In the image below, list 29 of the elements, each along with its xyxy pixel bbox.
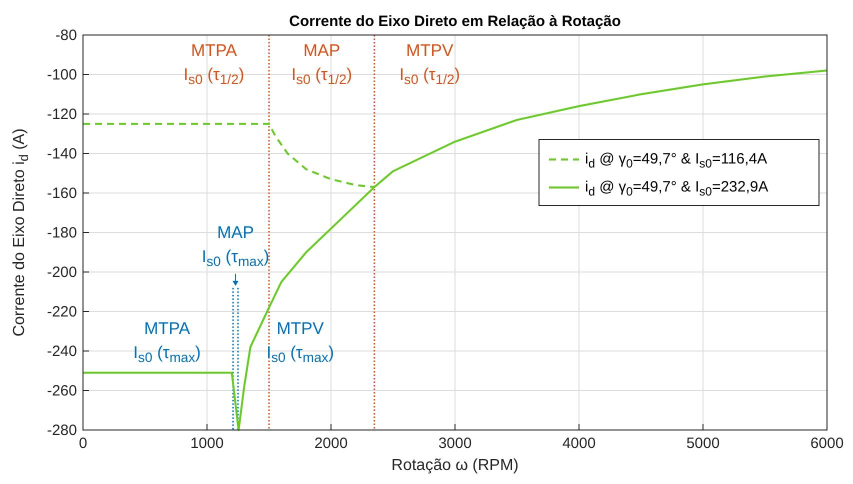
x-tick-label: 0 (78, 435, 88, 452)
x-tick-label: 6000 (810, 435, 844, 452)
annotation: MAP I$_{s0}$ (τ$_{max}$) (202, 222, 270, 270)
y-tick-label: -80 (55, 27, 77, 44)
line-series (82, 70, 828, 431)
x-tick-label: 2000 (314, 435, 348, 452)
y-tick-label: -220 (46, 304, 77, 320)
legend-label: i$_{d}$ @ γ$_{0}$=49,7° & I$_{s0}$=116,4A (585, 150, 768, 170)
x-tick-label: 5000 (686, 435, 720, 452)
chart-title: Corrente do Eixo Direto em Relação à Rotação (289, 13, 621, 30)
y-tick-label: -200 (46, 264, 77, 281)
y-tick-label: -180 (46, 224, 77, 242)
y-tick-label: -120 (46, 106, 77, 123)
x-axis-title: Rotação ω (RPM) (391, 457, 519, 474)
y-tick-label: -260 (46, 382, 77, 400)
y-tick-label: -100 (46, 66, 77, 84)
x-tick-label: 1000 (190, 435, 224, 452)
annotation: MTPV I$_{s0}$ (τ$_{max}$) (266, 318, 334, 366)
annotation: MTPA I$_{s0}$ (τ$_{max}$) (133, 318, 201, 366)
x-tick-label: 3000 (438, 435, 472, 452)
x-tick-label: 4000 (562, 435, 596, 452)
y-tick-label: -160 (46, 185, 77, 202)
annotation: MAP I$_{s0}$ (τ$_{1/2}$) (291, 41, 352, 88)
legend-label: i$_{d}$ @ γ$_{0}$=49,7° & I$_{s0}$=232,9A (585, 178, 768, 198)
y-tick-label: -140 (46, 146, 77, 162)
annotation: MTPA I$_{s0}$ (τ$_{1/2}$) (184, 41, 244, 88)
annotation: MTPV I$_{s0}$ (τ$_{1/2}$) (399, 41, 460, 88)
y-tick-label: -280 (46, 422, 77, 439)
y-tick-label: -240 (46, 343, 77, 360)
